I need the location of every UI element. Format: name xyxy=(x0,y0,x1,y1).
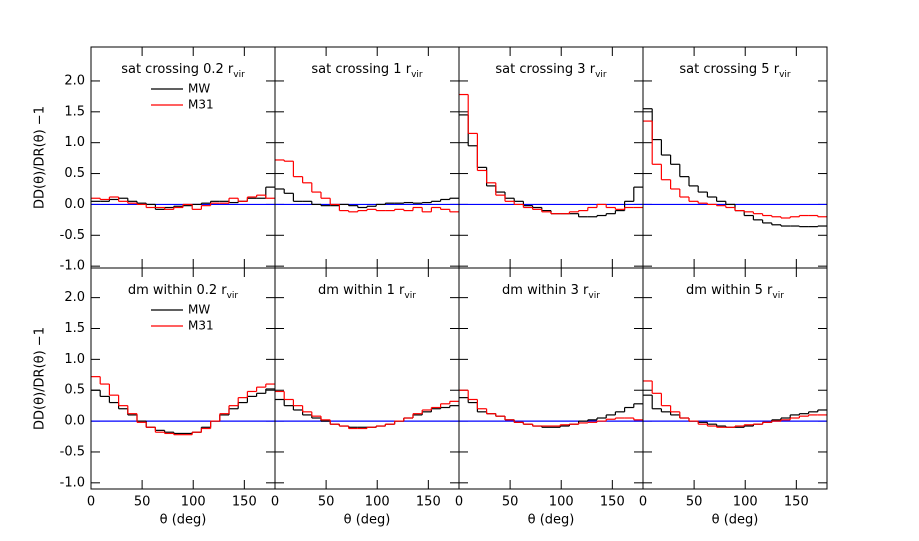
panel-title: sat crossing 5 rvir xyxy=(679,62,790,80)
x-tick-label: 0 xyxy=(639,495,647,510)
histogram-series xyxy=(643,108,827,228)
histogram-series xyxy=(459,389,643,427)
panel-title-text: sat crossing 1 r xyxy=(311,62,411,77)
panel-title: dm within 1 rvir xyxy=(318,283,416,301)
histogram-series xyxy=(459,93,643,215)
x-tick-label: 100 xyxy=(181,495,206,510)
x-tick-label: 100 xyxy=(365,495,390,510)
plot-frame xyxy=(90,267,276,490)
y-tick-label: 0.5 xyxy=(64,383,85,398)
legend-label: MW xyxy=(188,303,210,317)
x-tick-label: 0 xyxy=(271,495,279,510)
x-tick-label: 50 xyxy=(134,495,151,510)
x-axis-label: θ (deg) xyxy=(160,513,207,528)
x-tick-label: 50 xyxy=(502,495,519,510)
plot-frame xyxy=(90,46,276,269)
x-tick-label: 0 xyxy=(455,495,463,510)
y-tick-label: 1.5 xyxy=(64,321,85,336)
plot-frame xyxy=(274,267,460,490)
y-tick-label: 0.0 xyxy=(64,197,85,212)
legend-label: M31 xyxy=(188,319,214,333)
plot-frame xyxy=(642,267,828,490)
y-tick-label: -1.0 xyxy=(60,259,85,274)
x-tick-label: 150 xyxy=(232,495,257,510)
x-axis-label: θ (deg) xyxy=(344,513,391,528)
plot-frame xyxy=(274,46,460,269)
histogram-series xyxy=(275,390,459,430)
histogram-series xyxy=(91,376,275,436)
x-axis-label: θ (deg) xyxy=(528,513,575,528)
panel-title-subscript: vir xyxy=(588,291,600,301)
plot-frame xyxy=(458,46,644,269)
histogram-series xyxy=(643,380,827,428)
x-tick-label: 0 xyxy=(87,495,95,510)
histogram-series xyxy=(643,120,827,219)
panel-title-subscript: vir xyxy=(595,70,607,80)
y-tick-label: 0.0 xyxy=(64,414,85,429)
plot-frame xyxy=(458,267,644,490)
y-axis-label: DD(θ)/DR(θ) −1 xyxy=(33,106,48,209)
panel-title-text: sat crossing 5 r xyxy=(679,62,779,77)
y-tick-label: 1.5 xyxy=(64,104,85,119)
x-tick-label: 150 xyxy=(416,495,441,510)
y-tick-label: 2.0 xyxy=(64,73,85,88)
histogram-series xyxy=(275,188,459,209)
x-tick-label: 50 xyxy=(686,495,703,510)
x-tick-label: 150 xyxy=(784,495,809,510)
x-axis-label: θ (deg) xyxy=(712,513,759,528)
panel-title-text: dm within 1 r xyxy=(318,283,405,298)
y-tick-label: 1.0 xyxy=(64,352,85,367)
panel-title-subscript: vir xyxy=(411,70,423,80)
histogram-series xyxy=(91,194,275,210)
panel-title-text: dm within 5 r xyxy=(686,283,773,298)
y-tick-label: -1.0 xyxy=(60,475,85,490)
histogram-series xyxy=(275,159,459,213)
x-tick-label: 150 xyxy=(600,495,625,510)
panel-title: sat crossing 0.2 rvir xyxy=(121,62,245,80)
y-axis-label: DD(θ)/DR(θ) −1 xyxy=(33,327,48,430)
panel-title-text: sat crossing 0.2 r xyxy=(121,62,234,77)
histogram-series xyxy=(459,114,643,218)
panel-title: dm within 0.2 rvir xyxy=(128,283,239,301)
legend-label: M31 xyxy=(188,98,214,112)
panel-title-text: dm within 3 r xyxy=(502,283,589,298)
x-tick-label: 50 xyxy=(318,495,335,510)
panel-title: sat crossing 1 rvir xyxy=(311,62,422,80)
panel-title-text: dm within 0.2 r xyxy=(128,283,227,298)
panel-title-text: sat crossing 3 r xyxy=(495,62,595,77)
panel-title: dm within 5 rvir xyxy=(686,283,784,301)
panel-title-subscript: vir xyxy=(404,291,416,301)
y-tick-label: 2.0 xyxy=(64,290,85,305)
y-tick-label: 0.5 xyxy=(64,166,85,181)
panel-title: sat crossing 3 rvir xyxy=(495,62,606,80)
y-tick-label: -0.5 xyxy=(60,228,85,243)
panel-title-subscript: vir xyxy=(779,70,791,80)
x-tick-label: 100 xyxy=(733,495,758,510)
x-tick-label: 100 xyxy=(549,495,574,510)
panel-title-subscript: vir xyxy=(233,70,245,80)
legend-label: MW xyxy=(188,82,210,96)
panel-title: dm within 3 rvir xyxy=(502,283,600,301)
panel-title-subscript: vir xyxy=(772,291,784,301)
histogram-series xyxy=(275,398,459,428)
y-tick-label: -0.5 xyxy=(60,444,85,459)
panel-title-subscript: vir xyxy=(227,291,239,301)
y-tick-label: 1.0 xyxy=(64,135,85,150)
